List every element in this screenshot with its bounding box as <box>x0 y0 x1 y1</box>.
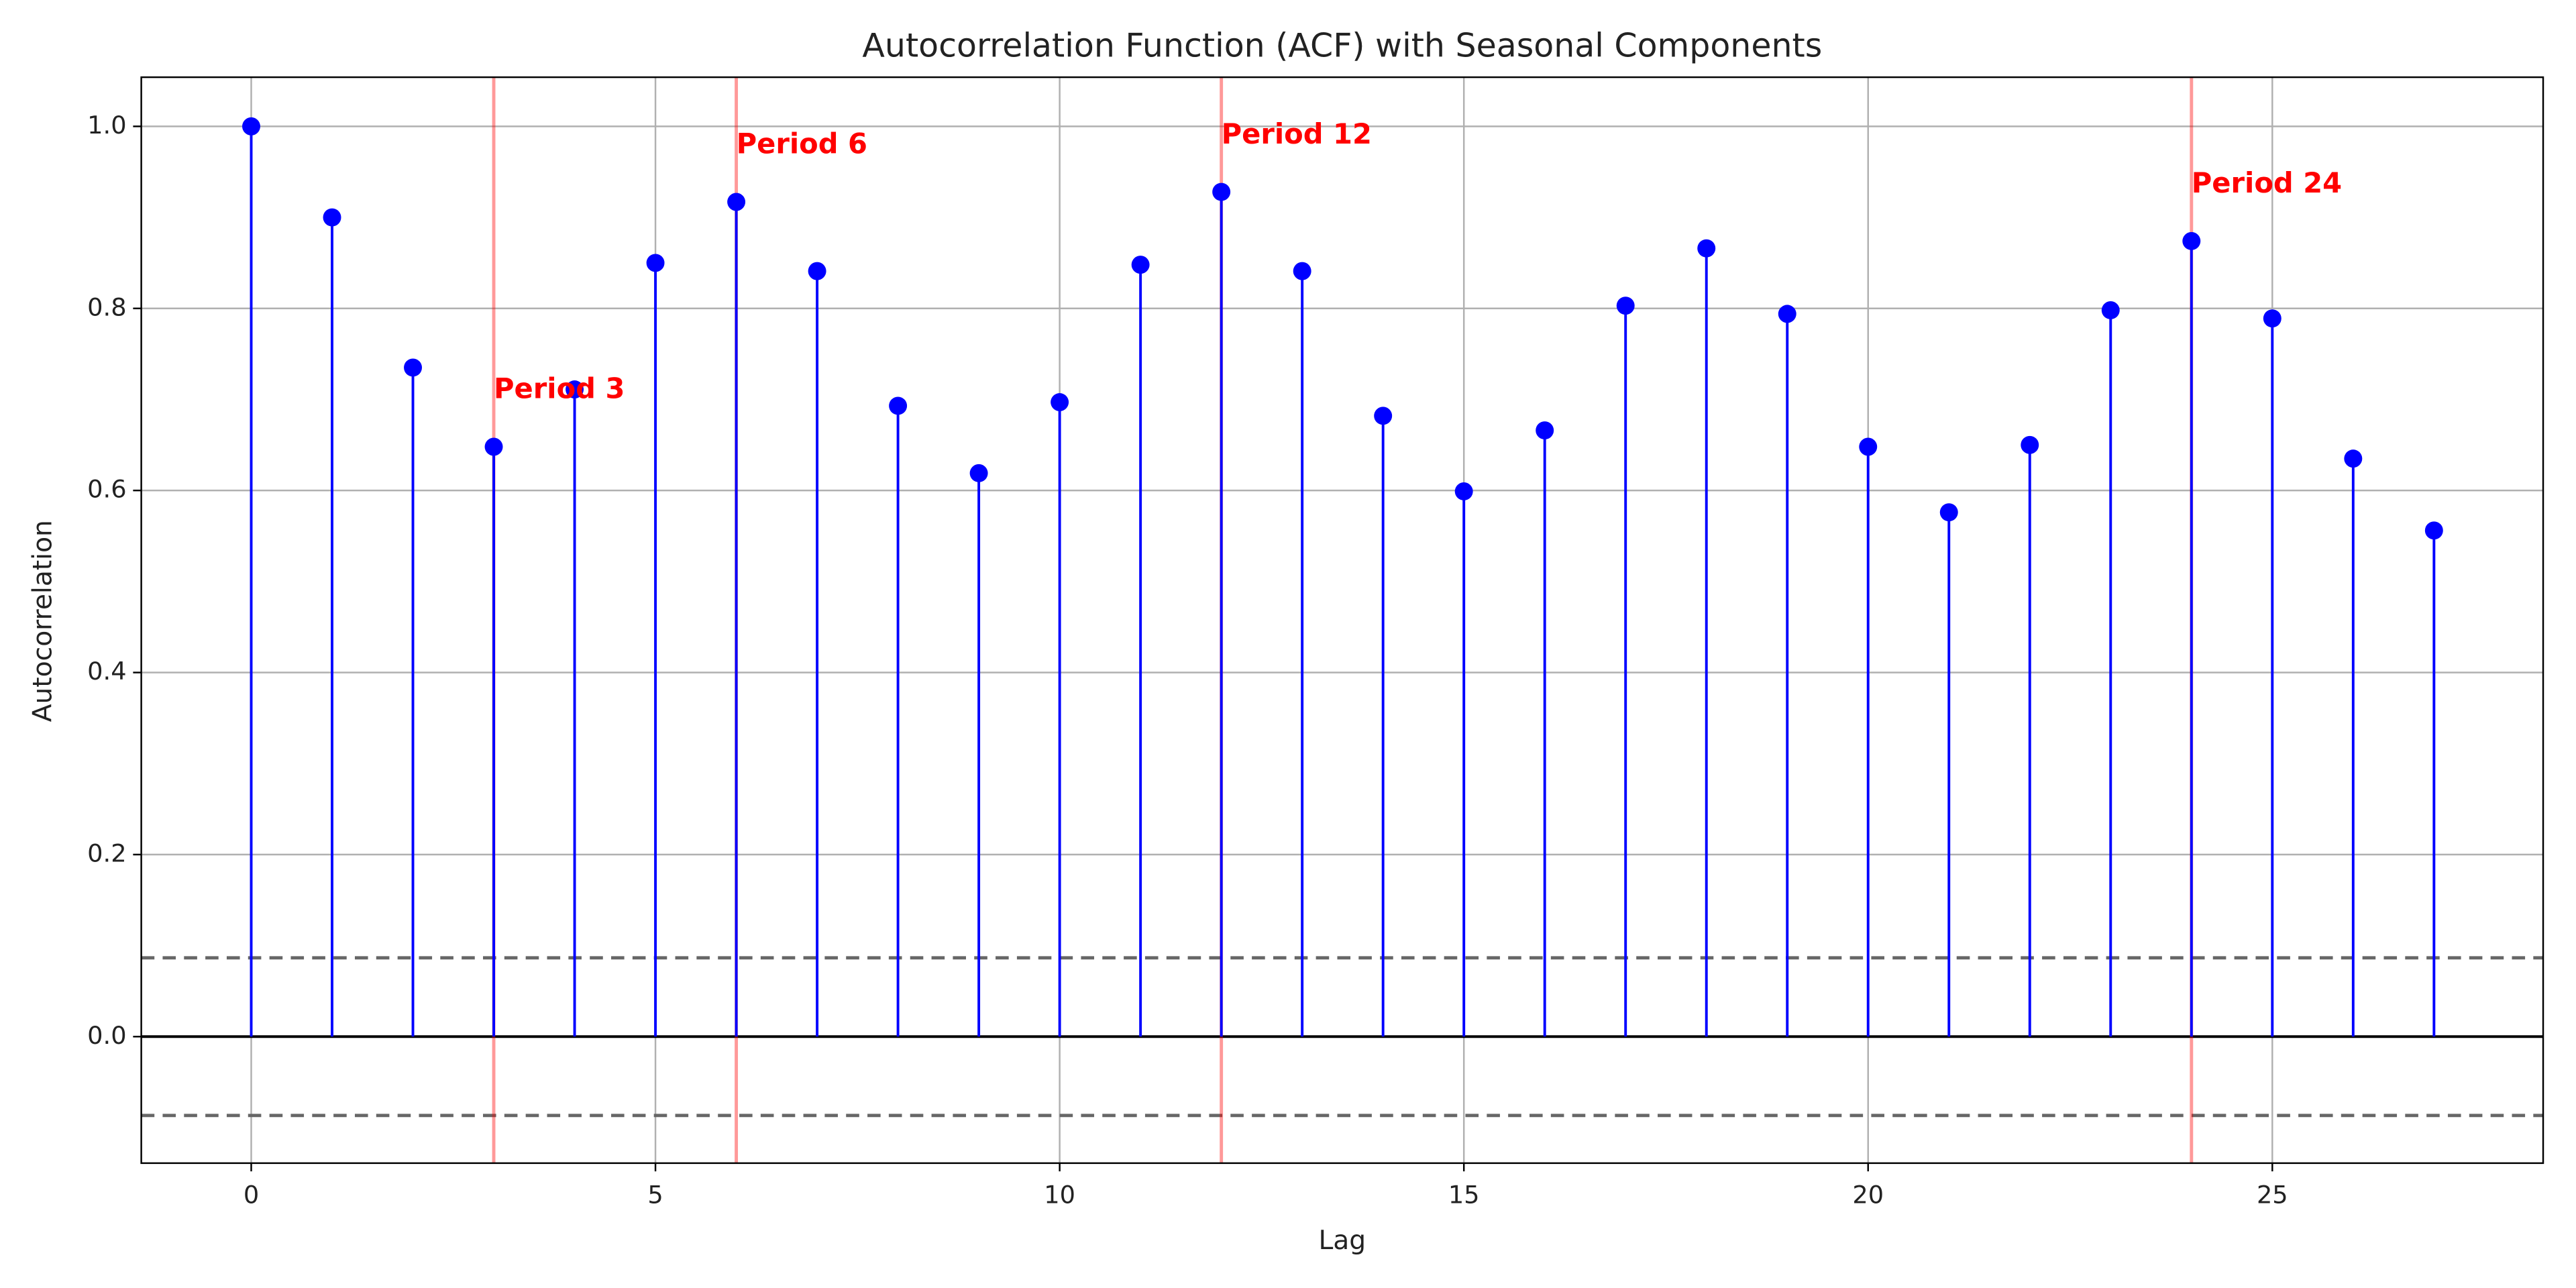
y-axis-label: Autocorrelation <box>28 520 58 722</box>
stem-marker <box>2263 309 2282 328</box>
y-tick-label: 0.2 <box>87 839 126 867</box>
stem-marker <box>646 254 665 272</box>
stem-marker <box>1697 239 1716 258</box>
chart-title: Autocorrelation Function (ACF) with Seas… <box>862 27 1822 65</box>
x-tick-label: 5 <box>647 1180 663 1209</box>
stem-marker <box>1778 305 1796 323</box>
stem-marker <box>1859 437 1878 456</box>
stem-marker <box>1293 262 1311 280</box>
x-tick-label: 10 <box>1044 1180 1075 1209</box>
stem-marker <box>2021 435 2039 454</box>
y-tick-label: 0.6 <box>87 475 126 504</box>
stem-marker <box>889 396 908 415</box>
stem-marker <box>808 262 826 280</box>
stem-marker <box>1212 182 1231 201</box>
stem-marker <box>566 380 584 398</box>
stem-marker <box>2182 231 2201 250</box>
stem-marker <box>969 464 988 482</box>
y-tick-label: 0.4 <box>87 657 126 686</box>
stem-marker <box>1131 256 1150 274</box>
x-tick-label: 25 <box>2257 1180 2288 1209</box>
x-tick-label: 20 <box>1852 1180 1884 1209</box>
y-tick-label: 0.8 <box>87 292 126 321</box>
stem-marker <box>1616 297 1635 315</box>
stem-marker <box>323 208 341 227</box>
stem-marker <box>404 358 423 377</box>
stem-marker <box>484 437 503 456</box>
stem-marker <box>1939 503 1958 522</box>
x-axis-label: Lag <box>1318 1226 1366 1256</box>
seasonal-label: Period 24 <box>2192 166 2342 199</box>
stem-marker <box>1374 407 1393 425</box>
stem-marker <box>2424 521 2443 540</box>
stem-marker <box>1454 482 1473 500</box>
seasonal-label: Period 3 <box>494 372 625 405</box>
stem-marker <box>1536 421 1554 440</box>
x-tick-label: 15 <box>1448 1180 1480 1209</box>
y-tick-label: 1.0 <box>87 111 126 140</box>
stem-marker <box>1051 393 1069 411</box>
seasonal-label: Period 12 <box>1222 117 1372 150</box>
plot-frame <box>140 76 2544 1165</box>
seasonal-label: Period 6 <box>737 127 867 160</box>
stem-marker <box>242 117 260 136</box>
stem-marker <box>2344 449 2363 468</box>
stem-marker <box>727 193 746 211</box>
y-tick-label: 0.0 <box>87 1021 126 1050</box>
x-tick-label: 0 <box>244 1180 259 1209</box>
stem-marker <box>2101 301 2120 319</box>
